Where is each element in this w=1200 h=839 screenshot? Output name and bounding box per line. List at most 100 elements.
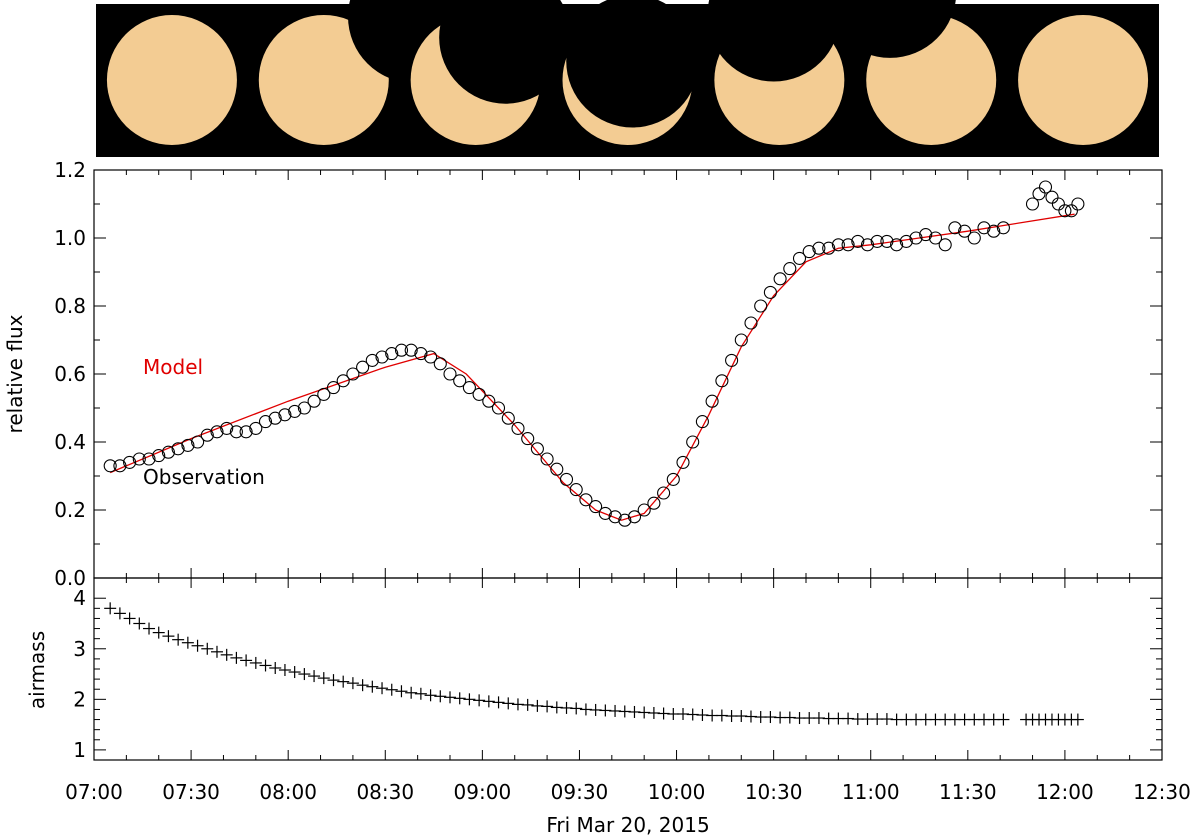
airmass-point	[424, 689, 437, 702]
observation-point	[229, 425, 243, 439]
observation-point	[482, 394, 496, 408]
observation-point	[763, 285, 777, 299]
observation-point	[375, 350, 389, 364]
observation-point	[715, 374, 729, 388]
observation-point	[414, 347, 428, 361]
observation-point	[249, 421, 263, 435]
airmass-point	[570, 702, 583, 715]
observation-point	[598, 506, 612, 520]
airmass-point	[376, 682, 389, 695]
observation-point	[909, 231, 923, 245]
airmass-point	[240, 654, 253, 667]
airmass-point	[308, 670, 321, 683]
model-annotation: Model	[143, 355, 203, 379]
airmass-point	[210, 645, 223, 658]
observation-point	[812, 241, 826, 255]
observation-point	[326, 381, 341, 395]
observation-series	[103, 180, 1085, 527]
observation-point	[967, 231, 981, 245]
airmass-point	[453, 692, 466, 705]
airmass-point	[269, 661, 282, 674]
observation-point	[181, 438, 195, 452]
flux-y-tick-label: 1.2	[54, 158, 86, 182]
observation-point	[1025, 197, 1040, 211]
observation-point	[161, 445, 175, 459]
airmass-point	[492, 696, 505, 709]
flux-y-tick-label: 0.0	[54, 566, 86, 590]
observation-point	[220, 421, 234, 435]
airmass-point	[181, 636, 194, 649]
airmass-point	[162, 630, 175, 643]
observation-point	[530, 442, 544, 456]
observation-point	[297, 401, 311, 415]
observation-point	[657, 486, 671, 500]
airmass-point	[385, 683, 398, 696]
x-tick-label: 09:00	[454, 780, 512, 804]
observation-point	[725, 353, 739, 367]
observation-point	[559, 472, 574, 486]
observation-point	[948, 221, 962, 235]
observation-point	[851, 234, 865, 248]
airmass-point	[997, 713, 1010, 726]
observation-point	[1045, 190, 1059, 204]
observation-point	[579, 493, 593, 507]
observation-point	[637, 503, 651, 517]
observation-point	[792, 251, 807, 265]
observation-point	[462, 381, 476, 395]
observation-point	[744, 316, 758, 330]
observation-point	[870, 234, 884, 248]
airmass-point	[366, 680, 379, 693]
x-tick-label: 08:00	[259, 780, 317, 804]
airmass-point	[123, 612, 136, 625]
airmass-point	[201, 642, 214, 655]
observation-point	[200, 428, 214, 442]
moon-disk	[824, 0, 956, 58]
observation-point	[822, 241, 836, 255]
observation-point	[1032, 187, 1046, 201]
sun-disk-3	[410, 0, 572, 145]
x-tick-label: 08:30	[356, 780, 414, 804]
air-y-tick-label: 4	[73, 586, 86, 610]
moon-disk	[439, 0, 572, 104]
observation-annotation: Observation	[143, 465, 265, 489]
observation-point	[453, 374, 467, 388]
observation-point	[754, 299, 768, 313]
observation-point	[1071, 197, 1085, 211]
observation-point	[1058, 204, 1072, 218]
sun-image-strip	[96, 0, 1159, 157]
airmass-point	[259, 659, 272, 672]
sun-disk-4	[562, 0, 699, 145]
x-tick-label: 07:00	[65, 780, 123, 804]
observation-point	[550, 462, 564, 476]
observation-point	[123, 455, 137, 469]
observation-point	[928, 231, 943, 245]
observation-point	[695, 415, 709, 429]
x-tick-label: 11:30	[939, 780, 997, 804]
observation-point	[404, 343, 418, 357]
model-line	[109, 213, 1075, 521]
observation-point	[666, 472, 680, 486]
moon-disk	[566, 0, 699, 128]
x-tick-label: 12:30	[1133, 780, 1191, 804]
airmass-point	[473, 694, 486, 707]
observation-point	[113, 459, 127, 473]
observation-point	[171, 442, 185, 456]
airmass-point	[502, 697, 515, 710]
observation-point	[268, 411, 282, 425]
airmass-point	[298, 668, 311, 681]
observation-point	[987, 224, 1001, 238]
observation-point	[365, 353, 379, 367]
observation-point	[841, 238, 855, 252]
observation-point	[152, 449, 166, 463]
airmass-point	[346, 677, 359, 690]
observation-point	[511, 421, 525, 435]
observation-point	[132, 452, 146, 466]
observation-point	[686, 435, 700, 449]
observation-point	[472, 387, 486, 401]
observation-point	[618, 513, 632, 527]
flux-y-tick-label: 0.2	[54, 498, 86, 522]
observation-point	[627, 510, 642, 524]
observation-point	[880, 234, 894, 248]
observation-point	[491, 401, 506, 415]
